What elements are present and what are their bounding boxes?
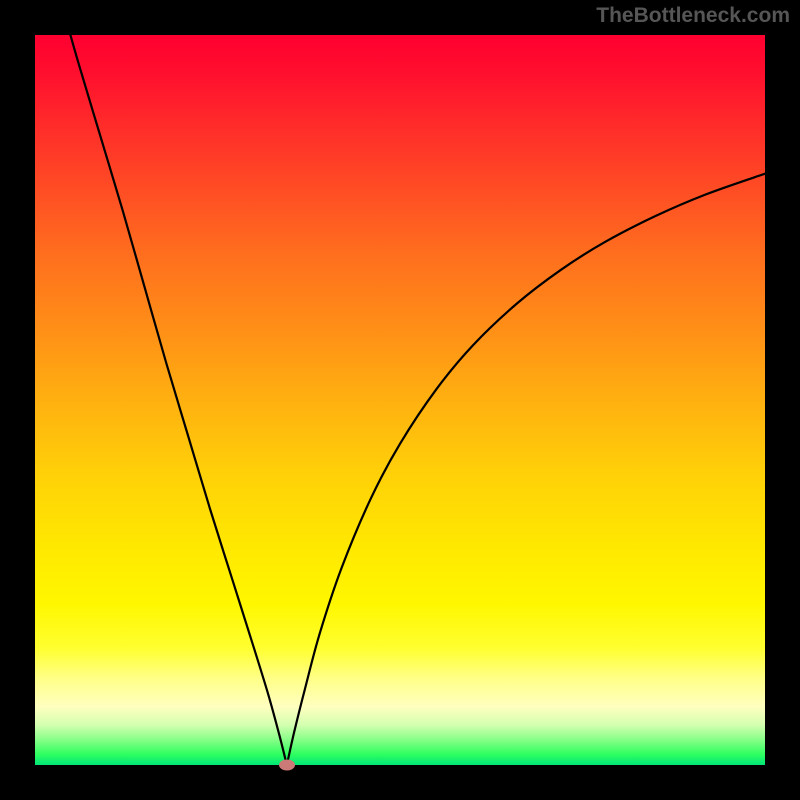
minimum-marker <box>279 760 295 771</box>
v-curve-path <box>64 13 765 765</box>
attribution-text: TheBottleneck.com <box>596 4 790 28</box>
bottleneck-curve <box>35 35 765 765</box>
chart-container: TheBottleneck.com <box>0 0 800 800</box>
plot-area <box>35 35 765 765</box>
